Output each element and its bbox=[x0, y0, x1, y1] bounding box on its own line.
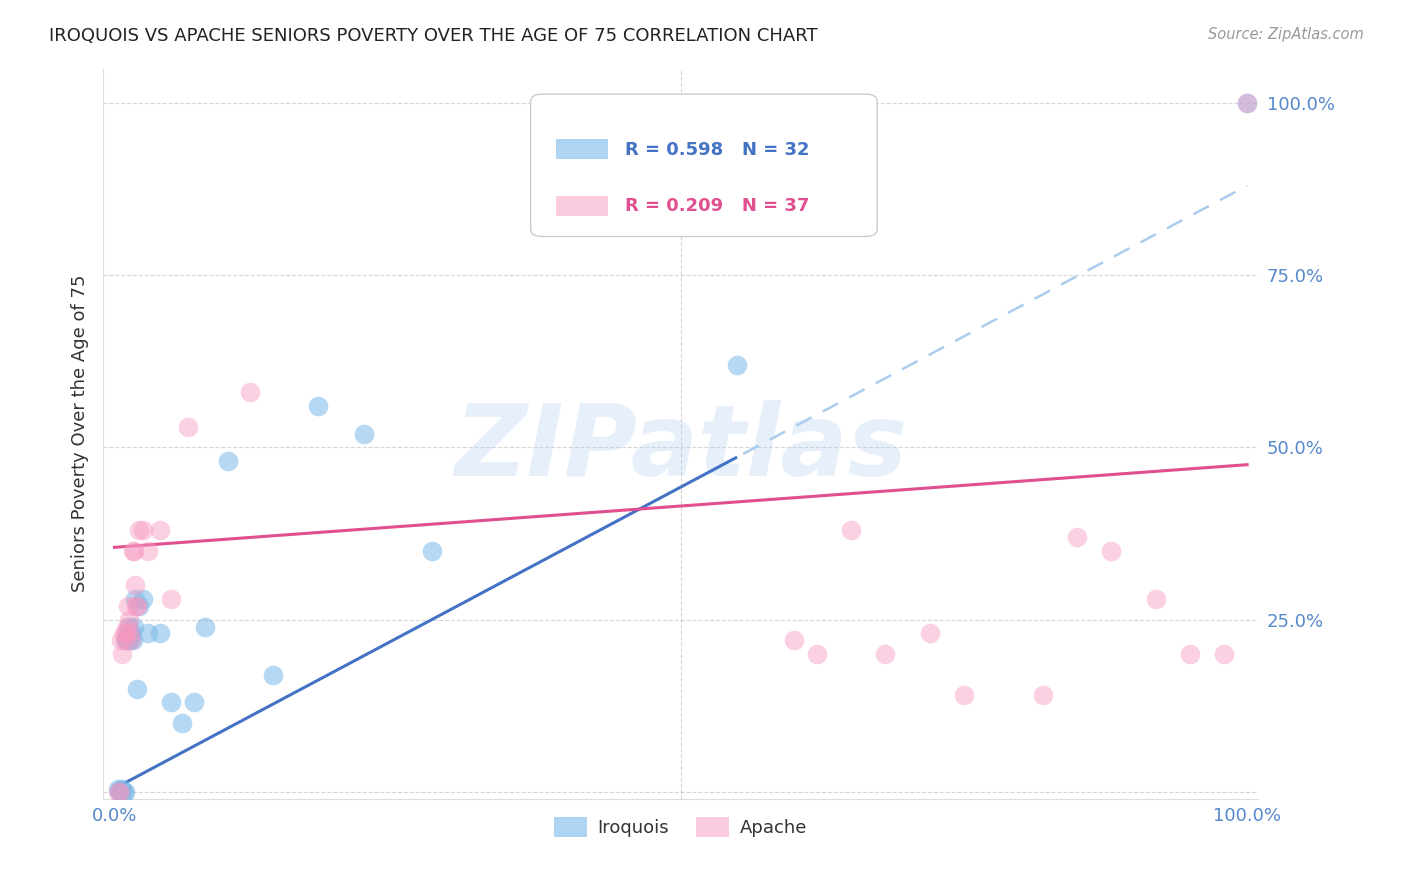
Point bbox=[128, 599, 150, 613]
Point bbox=[122, 543, 145, 558]
Point bbox=[1099, 543, 1122, 558]
Point bbox=[124, 592, 146, 607]
FancyBboxPatch shape bbox=[555, 139, 607, 160]
Point bbox=[112, 785, 135, 799]
Point bbox=[149, 523, 172, 537]
Y-axis label: Seniors Poverty Over the Age of 75: Seniors Poverty Over the Age of 75 bbox=[72, 275, 89, 592]
Point bbox=[108, 785, 131, 799]
Point bbox=[873, 647, 896, 661]
Point bbox=[217, 454, 239, 468]
Point bbox=[114, 626, 136, 640]
Point bbox=[177, 419, 200, 434]
Point bbox=[183, 695, 205, 709]
Point bbox=[114, 633, 136, 648]
Point bbox=[1180, 647, 1202, 661]
Point bbox=[1032, 689, 1054, 703]
Point bbox=[1146, 592, 1168, 607]
Text: ZIPatlas: ZIPatlas bbox=[454, 400, 907, 497]
FancyBboxPatch shape bbox=[555, 195, 607, 216]
Point bbox=[127, 599, 149, 613]
FancyBboxPatch shape bbox=[530, 94, 877, 236]
Point bbox=[120, 626, 142, 640]
Point bbox=[127, 681, 149, 696]
Point bbox=[420, 543, 443, 558]
Legend: Iroquois, Apache: Iroquois, Apache bbox=[547, 809, 814, 845]
Point bbox=[117, 599, 139, 613]
Point bbox=[115, 633, 138, 648]
Point bbox=[122, 619, 145, 633]
Point bbox=[125, 599, 148, 613]
Point bbox=[262, 668, 284, 682]
Point bbox=[111, 647, 134, 661]
Point bbox=[108, 785, 131, 799]
Point bbox=[132, 523, 155, 537]
Point bbox=[353, 426, 375, 441]
Text: Source: ZipAtlas.com: Source: ZipAtlas.com bbox=[1208, 27, 1364, 42]
Point bbox=[110, 633, 132, 648]
Point bbox=[1213, 647, 1236, 661]
Point bbox=[114, 785, 136, 799]
Point bbox=[117, 626, 139, 640]
Point bbox=[953, 689, 976, 703]
Point bbox=[172, 716, 194, 731]
Point bbox=[110, 785, 132, 799]
Point bbox=[108, 783, 131, 797]
Point bbox=[160, 695, 183, 709]
Point bbox=[138, 543, 160, 558]
Point bbox=[120, 633, 142, 648]
Point bbox=[1236, 95, 1258, 110]
Point bbox=[121, 633, 143, 648]
Point bbox=[725, 358, 748, 372]
Point bbox=[124, 578, 146, 592]
Point bbox=[107, 785, 129, 799]
Point bbox=[118, 613, 141, 627]
Point bbox=[120, 626, 142, 640]
Text: IROQUOIS VS APACHE SENIORS POVERTY OVER THE AGE OF 75 CORRELATION CHART: IROQUOIS VS APACHE SENIORS POVERTY OVER … bbox=[49, 27, 818, 45]
Point bbox=[114, 633, 136, 648]
Point bbox=[120, 633, 142, 648]
Point bbox=[111, 781, 134, 796]
Point bbox=[1236, 95, 1258, 110]
Point bbox=[839, 523, 862, 537]
Point bbox=[1066, 530, 1088, 544]
Text: R = 0.598   N = 32: R = 0.598 N = 32 bbox=[626, 141, 810, 159]
Point bbox=[118, 619, 141, 633]
Point bbox=[132, 592, 155, 607]
Point bbox=[107, 781, 129, 796]
Point bbox=[160, 592, 183, 607]
Point bbox=[307, 399, 329, 413]
Point bbox=[806, 647, 828, 661]
Point bbox=[783, 633, 806, 648]
Point bbox=[239, 385, 262, 400]
Point bbox=[138, 626, 160, 640]
Point bbox=[194, 619, 217, 633]
Point bbox=[128, 523, 150, 537]
Text: R = 0.209   N = 37: R = 0.209 N = 37 bbox=[626, 197, 810, 215]
Point bbox=[115, 619, 138, 633]
Point bbox=[918, 626, 941, 640]
Point bbox=[149, 626, 172, 640]
Point bbox=[112, 626, 135, 640]
Point bbox=[121, 543, 143, 558]
